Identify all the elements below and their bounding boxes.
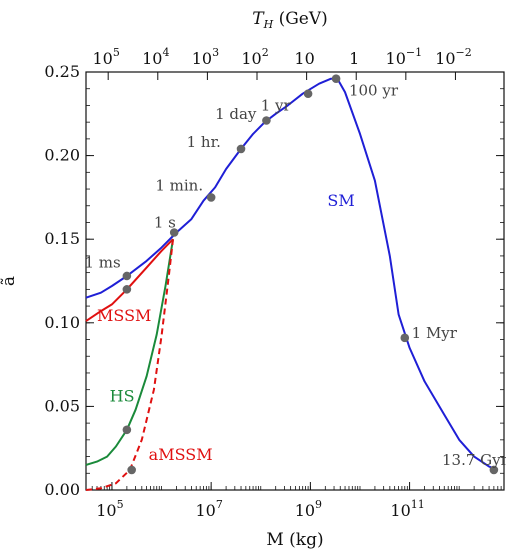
top-axis-label: TH (GeV)	[252, 9, 328, 31]
y-axis-label: ã	[0, 276, 19, 286]
y-tick-label: 0.25	[44, 62, 80, 81]
time-annotation: 100 yr	[349, 81, 399, 99]
data-point-marker	[122, 425, 132, 435]
data-point-marker	[489, 465, 499, 475]
x2-tick-label: 10	[294, 49, 314, 68]
y-tick-label: 0.05	[44, 396, 80, 415]
data-point-marker	[169, 228, 179, 237]
data-point-marker	[127, 465, 136, 475]
x2-tick-label: 105	[93, 46, 120, 68]
series-line-sm	[85, 77, 499, 471]
data-point-marker	[122, 271, 132, 281]
x-tick-label: 107	[195, 498, 222, 520]
time-annotation: 1 Myr	[412, 324, 458, 342]
data-point-marker	[331, 74, 341, 83]
data-point-marker	[122, 285, 132, 294]
time-annotation: 1 day	[215, 105, 257, 123]
data-point-marker	[206, 193, 216, 202]
x-tick-label: 1011	[390, 498, 424, 520]
time-annotation: 1 ms	[85, 254, 121, 272]
marker-layer	[122, 74, 499, 475]
x2-tick-label: 10−1	[386, 46, 423, 68]
series-label-mssm: MSSM	[97, 306, 151, 325]
data-point-marker	[400, 333, 410, 343]
x2-tick-label: 103	[192, 46, 219, 68]
time-annotation: 13.7 Gyr	[442, 451, 506, 469]
y-tick-label: 0.15	[44, 229, 80, 248]
series-line-hs	[85, 239, 174, 466]
data-point-marker	[262, 116, 271, 125]
series-label-hs: HS	[110, 386, 135, 405]
time-annotation: 1 s	[154, 213, 176, 231]
x2-tick-label: 1	[349, 49, 359, 68]
x-tick-label: 109	[295, 498, 322, 520]
label-layer: 1 ms 1 s 1 min. 1 hr. 1 day 1 yr 100 yr 1 Myr 13…	[85, 81, 506, 469]
time-annotation: 1 min.	[155, 177, 203, 195]
time-annotation: 1 yr	[261, 96, 292, 114]
series-label-sm: SM	[327, 191, 354, 210]
x2-tick-label: 10−2	[435, 46, 472, 68]
ticks-layer: 0.00 0.05 0.10 0.15 0.20 0.25 105 107 109 1011 105…	[44, 46, 505, 520]
plot-frame	[85, 71, 505, 491]
x2-tick-label: 104	[142, 46, 169, 68]
x-tick-label: 105	[96, 498, 123, 520]
x-axis-label: M (kg)	[266, 530, 323, 550]
time-annotation: 1 hr.	[187, 133, 221, 151]
x2-tick-label: 102	[241, 46, 268, 68]
data-point-marker	[236, 144, 246, 154]
series-line-amssm	[85, 239, 174, 491]
series-label-amssm: aMSSM	[149, 445, 213, 464]
data-point-marker	[303, 89, 313, 99]
y-tick-label: 0.20	[44, 146, 80, 165]
y-tick-label: 0.00	[44, 480, 80, 499]
series-layer	[85, 77, 499, 491]
y-tick-label: 0.10	[44, 313, 80, 332]
